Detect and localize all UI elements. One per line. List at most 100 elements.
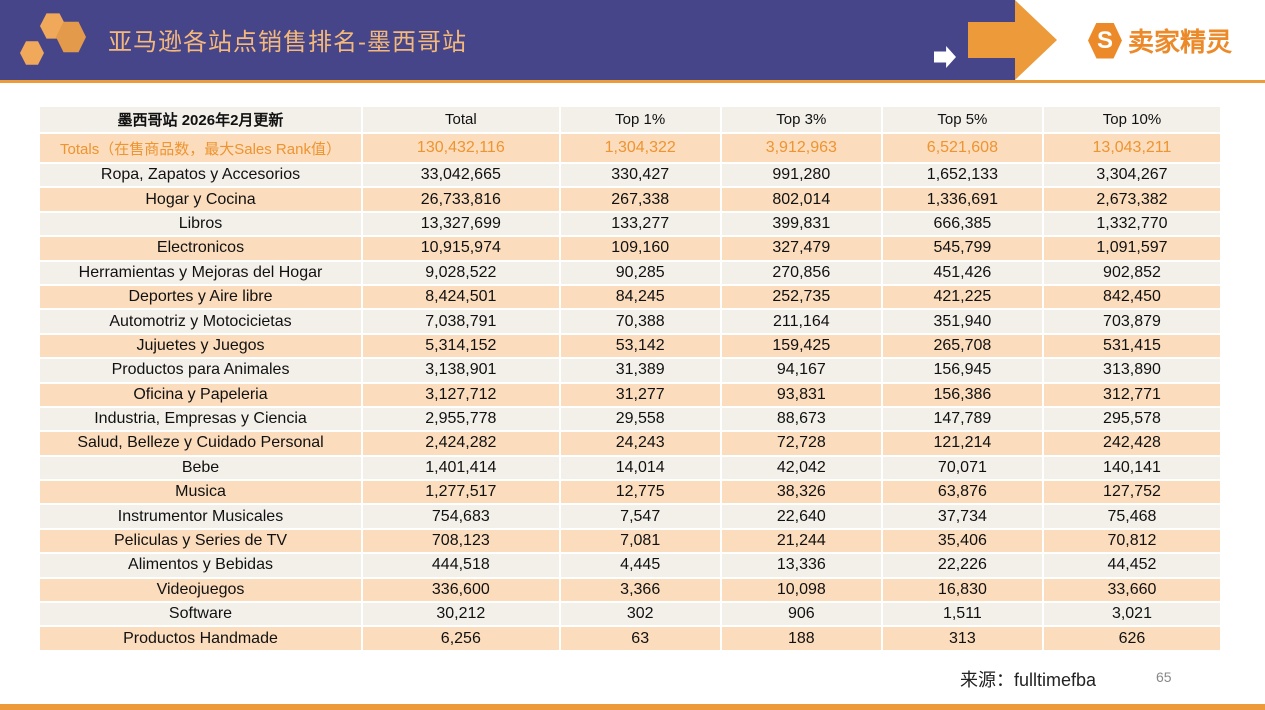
value-cell: 6,256 bbox=[362, 626, 561, 652]
value-cell: 295,578 bbox=[1042, 406, 1223, 433]
value-cell: 70,388 bbox=[559, 309, 722, 335]
value-cell: 21,244 bbox=[720, 528, 883, 555]
value-cell: 1,401,414 bbox=[362, 455, 561, 482]
value-cell: 842,450 bbox=[1042, 284, 1223, 311]
page-number: 65 bbox=[1156, 669, 1172, 685]
value-cell: 35,406 bbox=[881, 528, 1044, 555]
table-row: Software 30,212 302 906 1,511 3,021 bbox=[40, 602, 1223, 628]
value-cell: 531,415 bbox=[1042, 333, 1223, 360]
value-cell: 3,366 bbox=[559, 577, 722, 604]
value-cell: 327,479 bbox=[720, 236, 883, 262]
table-row: Electronicos 10,915,974 109,160 327,479 545,… bbox=[40, 236, 1223, 262]
value-cell: 351,940 bbox=[881, 309, 1044, 335]
category-cell: Alimentos y Bebidas bbox=[40, 553, 363, 579]
table-row: Instrumentor Musicales 754,683 7,547 22,640… bbox=[40, 504, 1223, 530]
value-cell: 2,673,382 bbox=[1042, 187, 1223, 213]
category-cell: Ropa, Zapatos y Accesorios bbox=[40, 163, 363, 189]
value-cell: 313 bbox=[881, 626, 1044, 652]
category-cell: Videojuegos bbox=[40, 577, 363, 604]
value-cell: 902,852 bbox=[1042, 260, 1223, 286]
value-cell: 211,164 bbox=[720, 309, 883, 335]
value-cell: 708,123 bbox=[362, 528, 561, 555]
value-cell: 63 bbox=[559, 626, 722, 652]
value-cell: 312,771 bbox=[1042, 382, 1223, 408]
value-cell: 421,225 bbox=[881, 284, 1044, 311]
category-cell: Productos Handmade bbox=[40, 626, 363, 652]
value-cell: 38,326 bbox=[720, 480, 883, 506]
value-cell: 802,014 bbox=[720, 187, 883, 213]
table-row: Automotriz y Motocicietas 7,038,791 70,388… bbox=[40, 309, 1223, 335]
hex-decoration-icon bbox=[20, 41, 44, 65]
value-cell: 7,081 bbox=[559, 528, 722, 555]
arrow-right-icon bbox=[934, 46, 956, 68]
totals-cell: 6,521,608 bbox=[881, 133, 1044, 164]
category-cell: Electronicos bbox=[40, 236, 363, 262]
value-cell: 109,160 bbox=[559, 236, 722, 262]
value-cell: 22,226 bbox=[881, 553, 1044, 579]
value-cell: 90,285 bbox=[559, 260, 722, 286]
value-cell: 242,428 bbox=[1042, 431, 1223, 457]
value-cell: 545,799 bbox=[881, 236, 1044, 262]
column-header: 墨西哥站 2026年2月更新 bbox=[40, 107, 363, 134]
value-cell: 626 bbox=[1042, 626, 1223, 652]
table-row: Ropa, Zapatos y Accesorios 33,042,665 330,… bbox=[40, 163, 1223, 189]
value-cell: 26,733,816 bbox=[362, 187, 561, 213]
value-cell: 75,468 bbox=[1042, 504, 1223, 530]
value-cell: 156,386 bbox=[881, 382, 1044, 408]
value-cell: 3,138,901 bbox=[362, 358, 561, 384]
value-cell: 31,389 bbox=[559, 358, 722, 384]
logo-text: 卖家精灵 bbox=[1128, 27, 1233, 57]
category-cell: Automotriz y Motocicietas bbox=[40, 309, 363, 335]
column-header: Total bbox=[362, 107, 561, 134]
value-cell: 5,314,152 bbox=[362, 333, 561, 360]
value-cell: 3,127,712 bbox=[362, 382, 561, 408]
table-row: Productos Handmade 6,256 63 188 313 626 bbox=[40, 626, 1223, 652]
category-cell: Jujuetes y Juegos bbox=[40, 333, 363, 360]
value-cell: 666,385 bbox=[881, 211, 1044, 238]
header-banner bbox=[0, 0, 1015, 80]
value-cell: 9,028,522 bbox=[362, 260, 561, 286]
value-cell: 70,812 bbox=[1042, 528, 1223, 555]
value-cell: 313,890 bbox=[1042, 358, 1223, 384]
value-cell: 70,071 bbox=[881, 455, 1044, 482]
value-cell: 31,277 bbox=[559, 382, 722, 408]
totals-cell: 1,304,322 bbox=[559, 133, 722, 164]
value-cell: 37,734 bbox=[881, 504, 1044, 530]
value-cell: 7,547 bbox=[559, 504, 722, 530]
sales-rank-table: 墨西哥站 2026年2月更新 Total Top 1% Top 3% Top 5% Top… bbox=[40, 107, 1223, 652]
value-cell: 991,280 bbox=[720, 163, 883, 189]
source-note: 来源：fulltimefba bbox=[960, 670, 1097, 690]
value-cell: 444,518 bbox=[362, 553, 561, 579]
table-row: Industria, Empresas y Ciencia 2,955,778 29… bbox=[40, 406, 1223, 433]
value-cell: 14,014 bbox=[559, 455, 722, 482]
column-header: Top 10% bbox=[1042, 107, 1223, 134]
category-cell: Instrumentor Musicales bbox=[40, 504, 363, 530]
value-cell: 140,141 bbox=[1042, 455, 1223, 482]
bottom-divider bbox=[0, 704, 1265, 710]
table-row: Bebe 1,401,414 14,014 42,042 70,071 140,141 bbox=[40, 455, 1223, 482]
table-row: Productos para Animales 3,138,901 31,389 94… bbox=[40, 358, 1223, 384]
value-cell: 24,243 bbox=[559, 431, 722, 457]
value-cell: 16,830 bbox=[881, 577, 1044, 604]
value-cell: 53,142 bbox=[559, 333, 722, 360]
category-cell: Hogar y Cocina bbox=[40, 187, 363, 213]
value-cell: 29,558 bbox=[559, 406, 722, 433]
category-cell: Software bbox=[40, 602, 363, 628]
value-cell: 8,424,501 bbox=[362, 284, 561, 311]
value-cell: 754,683 bbox=[362, 504, 561, 530]
value-cell: 2,955,778 bbox=[362, 406, 561, 433]
table-row: Salud, Belleze y Cuidado Personal 2,424,2… bbox=[40, 431, 1223, 457]
value-cell: 1,091,597 bbox=[1042, 236, 1223, 262]
category-cell: Salud, Belleze y Cuidado Personal bbox=[40, 431, 363, 457]
value-cell: 72,728 bbox=[720, 431, 883, 457]
totals-cell: 3,912,963 bbox=[720, 133, 883, 164]
table-row: Jujuetes y Juegos 5,314,152 53,142 159,425 2… bbox=[40, 333, 1223, 360]
value-cell: 33,660 bbox=[1042, 577, 1223, 604]
value-cell: 1,511 bbox=[881, 602, 1044, 628]
value-cell: 330,427 bbox=[559, 163, 722, 189]
category-cell: Libros bbox=[40, 211, 363, 238]
value-cell: 451,426 bbox=[881, 260, 1044, 286]
logo-icon: S bbox=[1088, 22, 1122, 59]
value-cell: 13,336 bbox=[720, 553, 883, 579]
table-row: Videojuegos 336,600 3,366 10,098 16,830 33,66… bbox=[40, 577, 1223, 604]
